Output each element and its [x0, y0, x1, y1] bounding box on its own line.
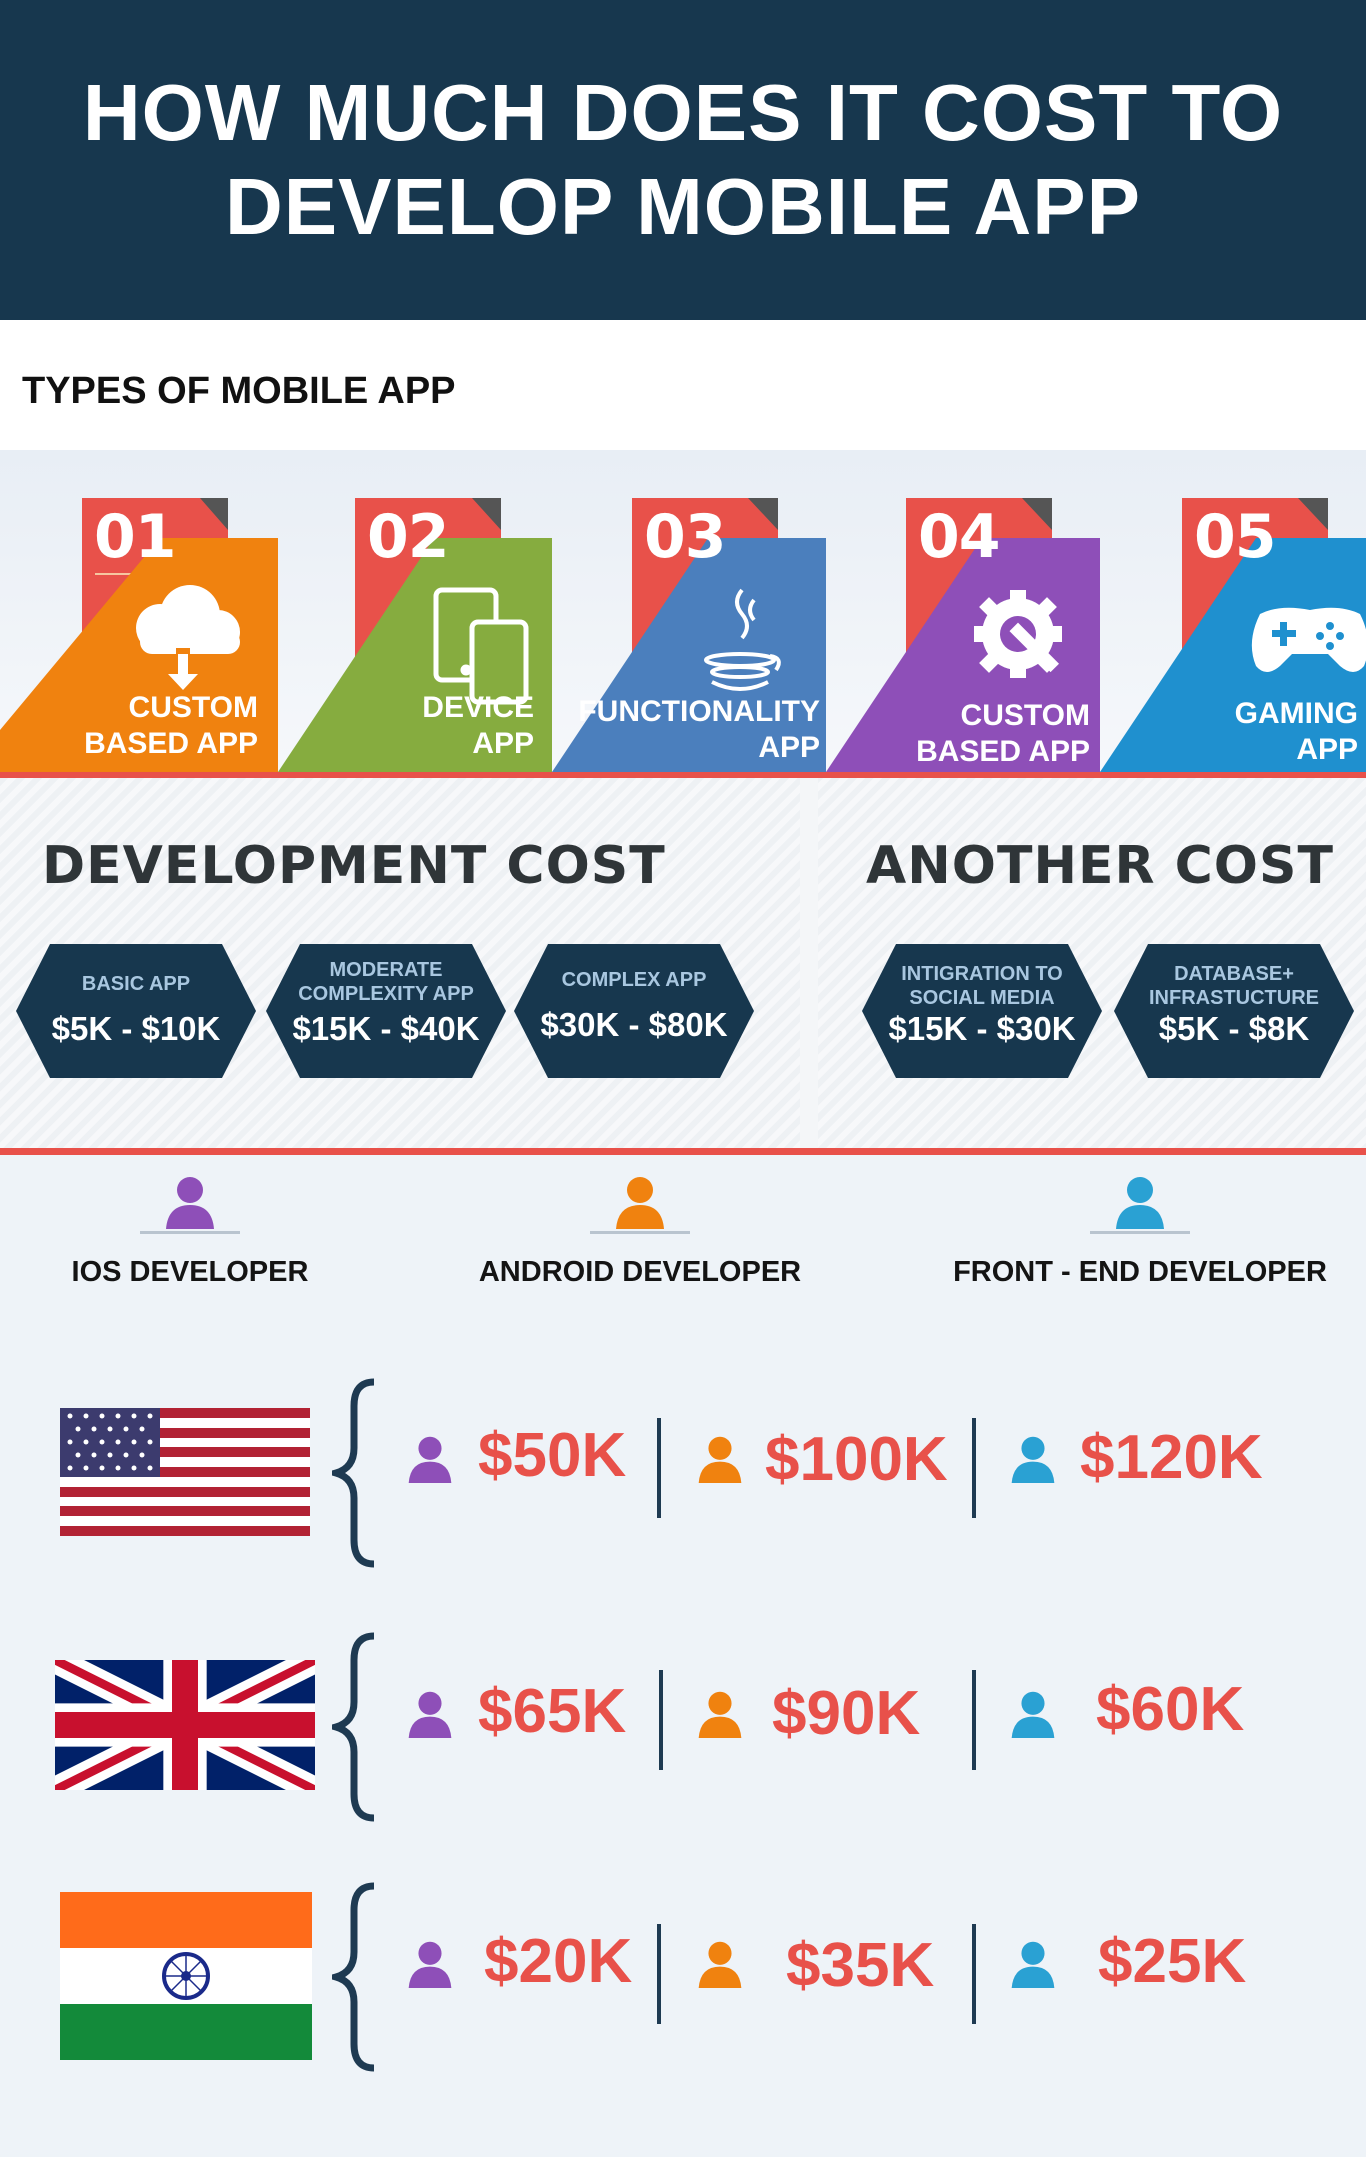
- cost-value: $15K - $30K: [888, 1010, 1076, 1047]
- app-type-card-02: [278, 498, 552, 772]
- price-frontend: $25K: [1098, 1927, 1247, 1996]
- cost-label: BASIC APP: [81, 973, 191, 995]
- gamepad-icon: [1251, 607, 1366, 672]
- price-android: $100K: [765, 1425, 948, 1494]
- developer-android: ANDROID DEVELOPER: [440, 1175, 840, 1289]
- android-user-icon: [698, 1691, 742, 1738]
- java-cup-icon: [704, 588, 781, 691]
- types-section-title: TYPES OF MOBILE APP: [22, 370, 456, 412]
- ios-user-icon: [408, 1691, 452, 1738]
- cost-label: INTIGRATION TO: [901, 963, 1063, 985]
- curly-brace: [332, 1378, 375, 1568]
- cost-value: $15K - $40K: [292, 1010, 480, 1047]
- price-separator: [972, 1924, 976, 2024]
- price-frontend: $120K: [1080, 1423, 1263, 1492]
- price-android: $90K: [772, 1679, 921, 1748]
- developer-label: IOS DEVELOPER: [71, 1256, 309, 1288]
- gear-wrench-icon: [974, 590, 1062, 678]
- icon-underline: [140, 1231, 240, 1234]
- cost-value: $30K - $80K: [540, 1006, 728, 1043]
- cost-label-2: INFRASTUCTURE: [1149, 987, 1319, 1009]
- app-types-graphic: [0, 498, 1366, 772]
- section-divider: [0, 1148, 1366, 1155]
- ios-user-icon: [408, 1941, 452, 1988]
- developer-frontend: FRONT - END DEVELOPER: [940, 1175, 1340, 1289]
- ios-user-icon: [408, 1436, 452, 1483]
- uk-flag: [55, 1660, 315, 1790]
- app-type-card-05: [1100, 498, 1366, 772]
- page-title: HOW MUCH DOES IT COST TO DEVELOP MOBILE …: [82, 68, 1284, 251]
- app-type-card-03: [552, 498, 826, 772]
- hexagon-shape: [514, 944, 754, 1078]
- cost-hexagon-social: INTIGRATION TO SOCIAL MEDIA $15K - $30K: [862, 944, 1102, 1078]
- app-type-label: GAMING APP: [1234, 697, 1358, 766]
- icon-underline: [1090, 1231, 1190, 1234]
- frontend-user-icon: [1011, 1691, 1055, 1738]
- devices-icon: [433, 587, 529, 705]
- price-ios: $20K: [484, 1927, 633, 1996]
- app-types-row: 01 02 03 04 05 CUSTOM BASED APP DEVICE APP…: [0, 450, 1366, 772]
- frontend-user-icon: [1011, 1436, 1055, 1483]
- types-section-header: TYPES OF MOBILE APP: [0, 320, 1366, 450]
- hexagon-shape: [16, 944, 256, 1078]
- cost-label-2: COMPLEXITY APP: [298, 983, 474, 1005]
- another-cost-title: ANOTHER COST: [866, 836, 1334, 896]
- user-icon: [1116, 1177, 1164, 1229]
- cost-column-divider: [800, 778, 818, 1148]
- india-flag: [60, 1892, 312, 2060]
- app-type-number: 03: [644, 502, 726, 572]
- app-type-number: 05: [1194, 502, 1276, 572]
- frontend-user-icon: [1011, 1941, 1055, 1988]
- curly-brace: [332, 1632, 375, 1822]
- user-icon: [616, 1177, 664, 1229]
- developer-label: ANDROID DEVELOPER: [478, 1256, 802, 1288]
- price-frontend: $60K: [1096, 1675, 1245, 1744]
- price-separator: [657, 1418, 661, 1518]
- price-ios: $65K: [478, 1677, 627, 1746]
- hexagon-shape: [1114, 944, 1354, 1078]
- cost-label: COMPLEX APP: [561, 969, 707, 991]
- cost-label: DATABASE+: [1174, 963, 1294, 985]
- app-type-label: FUNCTIONALITY APP: [578, 695, 820, 764]
- cost-hexagon-moderate: MODERATE COMPLEXITY APP $15K - $40K: [266, 944, 506, 1078]
- page-header: HOW MUCH DOES IT COST TO DEVELOP MOBILE …: [0, 0, 1366, 320]
- cost-hexagon-complex: COMPLEX APP $30K - $80K: [514, 944, 754, 1078]
- usa-flag: [60, 1408, 310, 1536]
- price-separator: [657, 1924, 661, 2024]
- development-cost-title: DEVELOPMENT COST: [42, 836, 666, 896]
- app-type-label: DEVICE APP: [422, 691, 534, 760]
- app-type-label: CUSTOM BASED APP: [84, 691, 258, 760]
- cost-label: MODERATE: [329, 959, 443, 981]
- price-separator: [659, 1670, 663, 1770]
- android-user-icon: [698, 1436, 742, 1483]
- price-separator: [972, 1670, 976, 1770]
- price-ios: $50K: [478, 1421, 627, 1490]
- hexagon-shape: [266, 944, 506, 1078]
- app-type-label: CUSTOM BASED APP: [916, 699, 1090, 768]
- app-type-number: 01: [94, 502, 176, 572]
- icon-underline: [590, 1231, 690, 1234]
- cost-hexagon-basic: BASIC APP $5K - $10K: [16, 944, 256, 1078]
- android-user-icon: [698, 1941, 742, 1988]
- user-icon: [166, 1177, 214, 1229]
- section-divider: [0, 772, 1366, 778]
- price-android: $35K: [786, 1931, 935, 2000]
- app-type-card-04: [826, 498, 1100, 772]
- cost-value: $5K - $8K: [1158, 1010, 1310, 1047]
- cloud-download-icon: [136, 585, 240, 690]
- cost-value: $5K - $10K: [51, 1010, 221, 1047]
- cost-hexagon-database: DATABASE+ INFRASTUCTURE $5K - $8K: [1114, 944, 1354, 1078]
- developer-ios: IOS DEVELOPER: [40, 1175, 340, 1289]
- hexagon-shape: [862, 944, 1102, 1078]
- curly-brace: [332, 1882, 375, 2072]
- price-separator: [972, 1418, 976, 1518]
- cost-label-2: SOCIAL MEDIA: [909, 987, 1055, 1009]
- developer-label: FRONT - END DEVELOPER: [953, 1256, 1327, 1288]
- app-type-number: 04: [918, 502, 1000, 572]
- app-type-number: 02: [367, 502, 449, 572]
